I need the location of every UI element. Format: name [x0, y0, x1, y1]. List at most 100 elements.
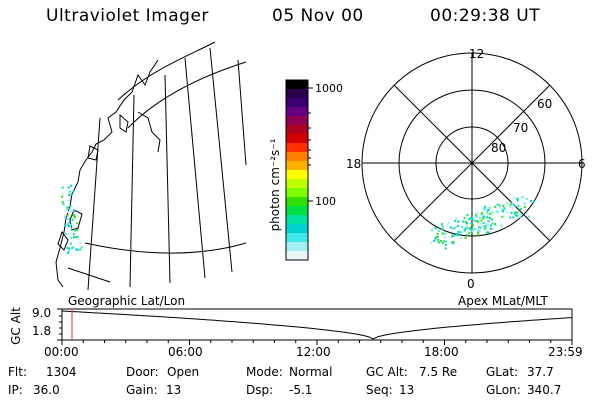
colorbar-swatch	[286, 125, 308, 135]
colorbar-swatch	[286, 197, 308, 207]
aurora-pixel	[514, 205, 516, 207]
aurora-pixel	[69, 242, 72, 245]
aurora-pixel	[76, 248, 79, 251]
orbit-x-tick: 18:00	[424, 345, 459, 359]
aurora-pixel	[451, 227, 453, 230]
status-gcalt-value: 7.5 Re	[419, 365, 458, 379]
aurora-pixel	[489, 212, 492, 215]
orbit-y-axis-title: GC Alt	[9, 307, 23, 345]
aurora-pixel	[519, 216, 522, 219]
aurora-pixel	[74, 236, 77, 238]
aurora-pixel	[451, 241, 453, 244]
aurora-pixel	[64, 216, 67, 219]
aurora-pixel	[491, 227, 494, 230]
aurora-pixel	[72, 233, 75, 236]
aurora-pixel	[482, 208, 485, 211]
aurora-pixel	[469, 222, 472, 225]
aurora-pixel	[476, 211, 479, 214]
aurora-pixel	[68, 247, 71, 250]
aurora-pixel	[500, 207, 503, 210]
aurora-pixel	[509, 205, 512, 208]
aurora-pixel	[483, 227, 486, 230]
aurora-pixel	[516, 199, 519, 202]
aurora-pixel	[486, 213, 489, 216]
aurora-pixel	[76, 222, 79, 225]
aurora-pixel	[482, 217, 485, 220]
aurora-pixel	[487, 208, 490, 211]
aurora-pixel	[498, 204, 501, 207]
aurora-pixel	[462, 220, 465, 223]
aurora-pixel	[464, 217, 467, 220]
mlat-label-80: 80	[491, 141, 507, 155]
aurora-pixel	[471, 217, 474, 220]
status-seq-value: 13	[399, 383, 415, 397]
aurora-pixel	[66, 207, 69, 210]
status-glat-value: 37.7	[527, 365, 554, 379]
aurora-pixel	[487, 231, 490, 234]
aurora-pixel	[61, 201, 64, 203]
time-label: 00:29:38 UT	[430, 6, 541, 26]
aurora-pixel	[502, 204, 505, 207]
aurora-pixel	[464, 227, 467, 230]
aurora-pixel	[436, 232, 439, 235]
aurora-pixel	[466, 213, 469, 216]
aurora-pixel	[532, 200, 535, 203]
status-glon-label: GLon:	[486, 383, 521, 397]
aurora-pixel	[485, 231, 488, 234]
aurora-pixel	[61, 186, 64, 189]
aurora-pixel	[457, 233, 460, 236]
geo-grid-lat	[127, 61, 247, 129]
aurora-pixel	[511, 206, 514, 209]
aurora-pixel	[489, 216, 491, 219]
aurora-pixel	[74, 216, 76, 219]
aurora-pixel	[496, 211, 499, 214]
aurora-pixel	[71, 246, 74, 249]
aurora-pixel	[434, 226, 437, 229]
aurora-pixel	[486, 216, 489, 219]
aurora-pixel	[484, 205, 487, 208]
aurora-pixel	[72, 236, 75, 239]
mlt-label-0: 0	[467, 277, 475, 291]
colorbar-swatch	[286, 152, 308, 162]
aurora-pixel	[521, 196, 524, 199]
status-flt-value: 1304	[46, 365, 77, 379]
aurora-pixel	[510, 212, 513, 214]
colorbar-swatch	[286, 170, 308, 180]
aurora-pixel	[67, 217, 70, 220]
geo-grid-lon	[87, 117, 101, 291]
aurora-pixel	[468, 231, 471, 234]
status-dsp-label: Dsp:	[246, 383, 274, 397]
aurora-pixel	[74, 213, 77, 216]
aurora-pixel	[440, 223, 443, 226]
status-ip-value: 36.0	[33, 383, 60, 397]
aurora-pixel	[68, 207, 71, 210]
aurora-pixel	[480, 219, 483, 222]
aurora-pixel	[491, 222, 494, 225]
status-gain-label: Gain:	[126, 383, 158, 397]
aurora-pixel	[441, 228, 444, 231]
aurora-pixel	[490, 227, 492, 230]
geo-grid-lon	[209, 47, 233, 273]
aurora-pixel	[444, 240, 447, 243]
aurora-pixel	[516, 214, 519, 217]
aurora-pixel	[525, 197, 528, 200]
aurora-pixel	[62, 203, 65, 206]
aurora-pixel	[453, 234, 456, 237]
aurora-pixel	[443, 240, 446, 243]
aurora-pixel	[509, 216, 512, 219]
aurora-pixel	[513, 196, 516, 199]
coastline	[119, 113, 129, 133]
aurora-pixel	[487, 220, 490, 223]
aurora-pixel	[482, 215, 485, 218]
colorbar-swatch	[286, 98, 308, 108]
aurora-pixel	[491, 211, 494, 214]
aurora-pixel	[66, 206, 69, 209]
aurora-pixel	[461, 225, 463, 228]
aurora-pixel	[70, 236, 73, 239]
aurora-pixel	[463, 229, 466, 232]
orbit-x-tick: 23:59	[548, 345, 583, 359]
colorbar-swatch	[286, 188, 308, 198]
coastline	[57, 230, 69, 251]
aurora-pixel	[441, 241, 444, 244]
colorbar-swatch	[286, 80, 308, 90]
